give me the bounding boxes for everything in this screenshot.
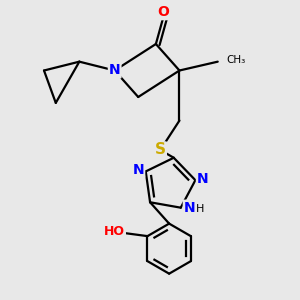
Text: H: H xyxy=(196,204,204,214)
Text: O: O xyxy=(157,5,169,19)
Text: S: S xyxy=(155,142,166,158)
Text: HO: HO xyxy=(104,225,125,238)
Text: N: N xyxy=(133,163,144,177)
Text: N: N xyxy=(109,64,121,77)
Text: CH₃: CH₃ xyxy=(226,55,246,65)
Text: N: N xyxy=(184,201,195,215)
Text: N: N xyxy=(197,172,208,186)
